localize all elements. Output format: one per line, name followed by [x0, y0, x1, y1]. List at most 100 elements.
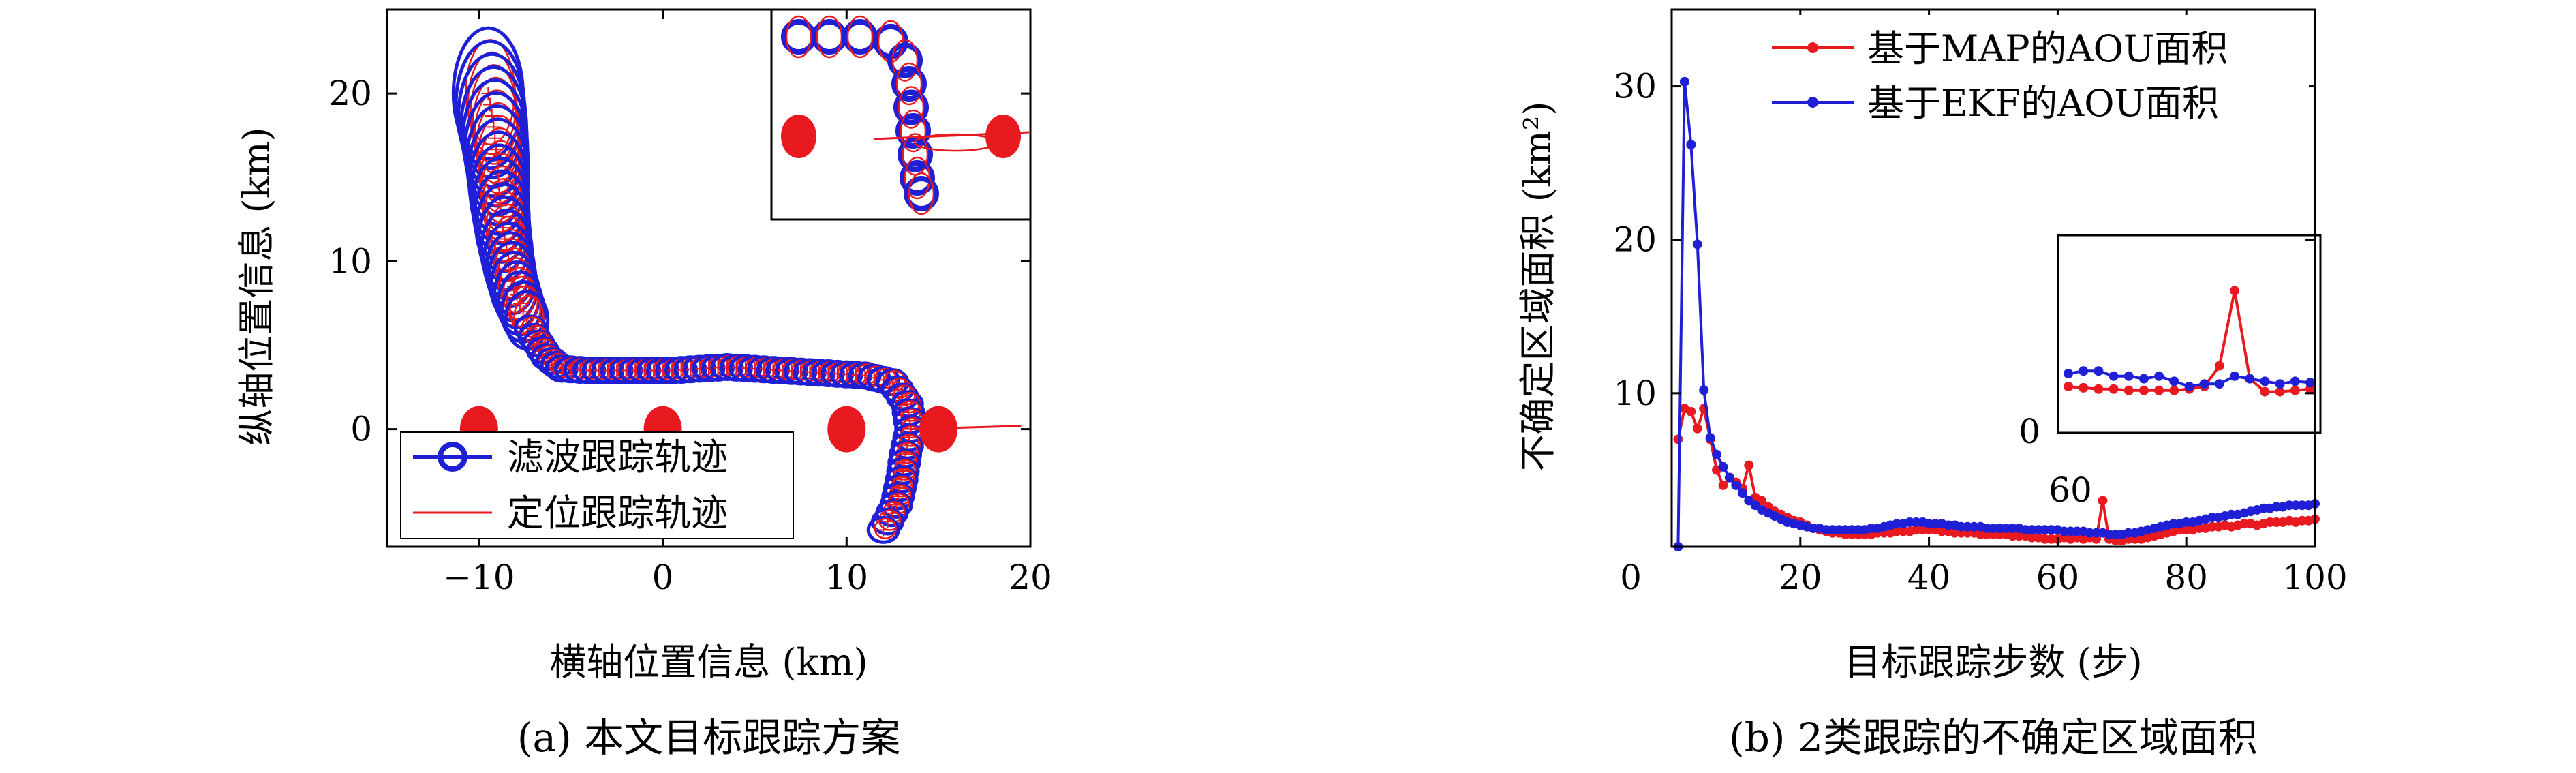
legend-label-filter: 滤波跟踪轨迹	[507, 436, 728, 479]
series-point-ekf	[1705, 433, 1715, 443]
locate-ellipse	[865, 365, 888, 387]
inset-ekf-point	[2169, 376, 2179, 386]
y-axis-ticks-b: 10 20 30	[1613, 67, 2315, 413]
x-axis-ticks-a: −10 0 10 20	[443, 10, 1052, 597]
y-tick-label: 0	[350, 410, 372, 449]
locate-ellipse	[893, 384, 916, 406]
inset-ekf-point	[2275, 379, 2285, 389]
legend-marker-filter	[438, 442, 467, 472]
inset-frame-b	[2057, 234, 2322, 434]
series-point-map	[1686, 406, 1696, 416]
x-tick-label: 10	[825, 558, 868, 597]
y-axis-label-a: 纵轴位置信息 (km)	[235, 127, 278, 445]
series-point-map	[2098, 496, 2108, 506]
y-tick-label: 20	[328, 74, 372, 113]
inset-map-point	[2138, 385, 2149, 395]
inset-ekf-point	[2230, 371, 2240, 381]
legend-marker-ekf	[1807, 97, 1818, 108]
inset-ekf-point	[2138, 374, 2149, 384]
legend-label-ekf: 基于EKF的AOU面积	[1867, 82, 2219, 125]
series-point-ekf	[1686, 140, 1696, 150]
inset-map-point	[2109, 384, 2119, 394]
inset-ekf-point	[2123, 371, 2134, 381]
inset-ekf-point	[2214, 379, 2224, 389]
sensor-marker	[827, 406, 866, 453]
x-axis-ticks-b: 0 20 40 60 80 100	[1620, 10, 2348, 597]
trajectory-inset	[770, 8, 1032, 221]
series-point-map	[1718, 480, 1728, 490]
filter-ellipse	[866, 515, 900, 544]
inset-series-marks	[2064, 286, 2315, 397]
inset-locate-ellipse	[891, 39, 919, 82]
y-tick-label: 20	[1613, 220, 1657, 260]
inset-locate-ellipse	[846, 15, 874, 59]
series-point-ekf	[1737, 488, 1747, 498]
x-tick-label: 0	[1620, 558, 1642, 597]
sensor-marker	[919, 406, 958, 453]
inset-map-point	[2094, 384, 2104, 394]
locate-marker	[876, 523, 891, 537]
y-axis-ticks-a: 0 10 20	[328, 74, 1030, 449]
inset-filter-ellipse	[904, 176, 939, 211]
inset-map-point	[2290, 385, 2300, 395]
plot-frame-b	[1670, 8, 2316, 548]
plot-frame-a	[386, 8, 1032, 548]
x-tick-label: 20	[1779, 558, 1822, 597]
inset-ekf-point	[2079, 366, 2089, 376]
inset-map-point	[2154, 385, 2164, 395]
locate-ellipse	[874, 517, 897, 540]
x-tick-label: −10	[443, 558, 515, 597]
series-point-ekf	[1679, 76, 1689, 87]
series-point-ekf	[1692, 239, 1702, 249]
legend-box-a	[400, 431, 794, 539]
legend-a: 滤波跟踪轨迹 定位跟踪轨迹	[400, 431, 794, 539]
inset-locate-ellipse	[785, 15, 812, 59]
y-tick-label: 10	[1613, 374, 1657, 413]
legend-marker-map	[1807, 42, 1818, 53]
legend-box-b	[1764, 15, 2309, 131]
inset-map-point	[2230, 286, 2240, 296]
inset-sensor-marker	[781, 115, 816, 158]
x-axis-label-b: 目标跟踪步数 (步)	[1844, 641, 2142, 684]
inset-locate-ellipse	[898, 86, 925, 129]
series-point-map	[1744, 460, 1754, 470]
inset-ekf-point	[2094, 366, 2104, 376]
caption-b: (b) 2类跟踪的不确定区域面积	[1729, 714, 2258, 761]
y-tick-label: 10	[328, 241, 372, 281]
inset-ekf-point	[2260, 376, 2270, 386]
area-inset: 0 60	[2019, 234, 2322, 510]
x-axis-label-a: 横轴位置信息 (km)	[549, 641, 868, 684]
inset-filter-ellipse	[900, 160, 935, 196]
inset-map-point	[2275, 386, 2285, 397]
inset-ekf-point	[2109, 371, 2119, 381]
inset-locate-ellipse	[816, 15, 843, 59]
panel-a-trajectory-chart: −10 0 10 20 0 10 20 横轴位置信息 (km) 纵轴位置信息 (km) 滤…	[235, 8, 1052, 761]
inset-filter-ellipse	[891, 66, 927, 102]
inset-filter-ellipse	[887, 42, 923, 78]
inset-ekf-point	[2184, 382, 2194, 391]
x-tick-label: 80	[2164, 558, 2208, 597]
series-point-ekf	[1731, 480, 1741, 490]
inset-map-point	[2064, 382, 2073, 391]
inset-ekf-point	[2305, 378, 2315, 388]
locate-marker	[513, 296, 527, 310]
series-point-map	[1673, 434, 1683, 444]
inset-map-point	[2123, 385, 2134, 395]
inset-map-point	[2260, 386, 2270, 397]
caption-a: (a) 本文目标跟踪方案	[517, 714, 900, 761]
legend-label-map: 基于MAP的AOU面积	[1867, 27, 2228, 70]
inset-locate-ellipse	[895, 62, 923, 106]
inset-map-point	[2214, 361, 2224, 371]
series-point-ekf	[1699, 385, 1709, 395]
x-tick-label: 60	[2036, 558, 2080, 597]
inset-filter-ellipse	[898, 136, 933, 172]
y-axis-label-b: 不确定区域面积 (km²)	[1516, 102, 1559, 472]
series-point-map	[1692, 423, 1702, 434]
inset-ekf-point	[2245, 374, 2255, 384]
inset-locate-ellipse	[908, 172, 935, 215]
inset-filter-ellipse	[893, 89, 929, 125]
inset-map-point	[2079, 382, 2089, 393]
series-lines	[1673, 76, 2320, 551]
inset-locate-ellipse	[900, 109, 927, 153]
